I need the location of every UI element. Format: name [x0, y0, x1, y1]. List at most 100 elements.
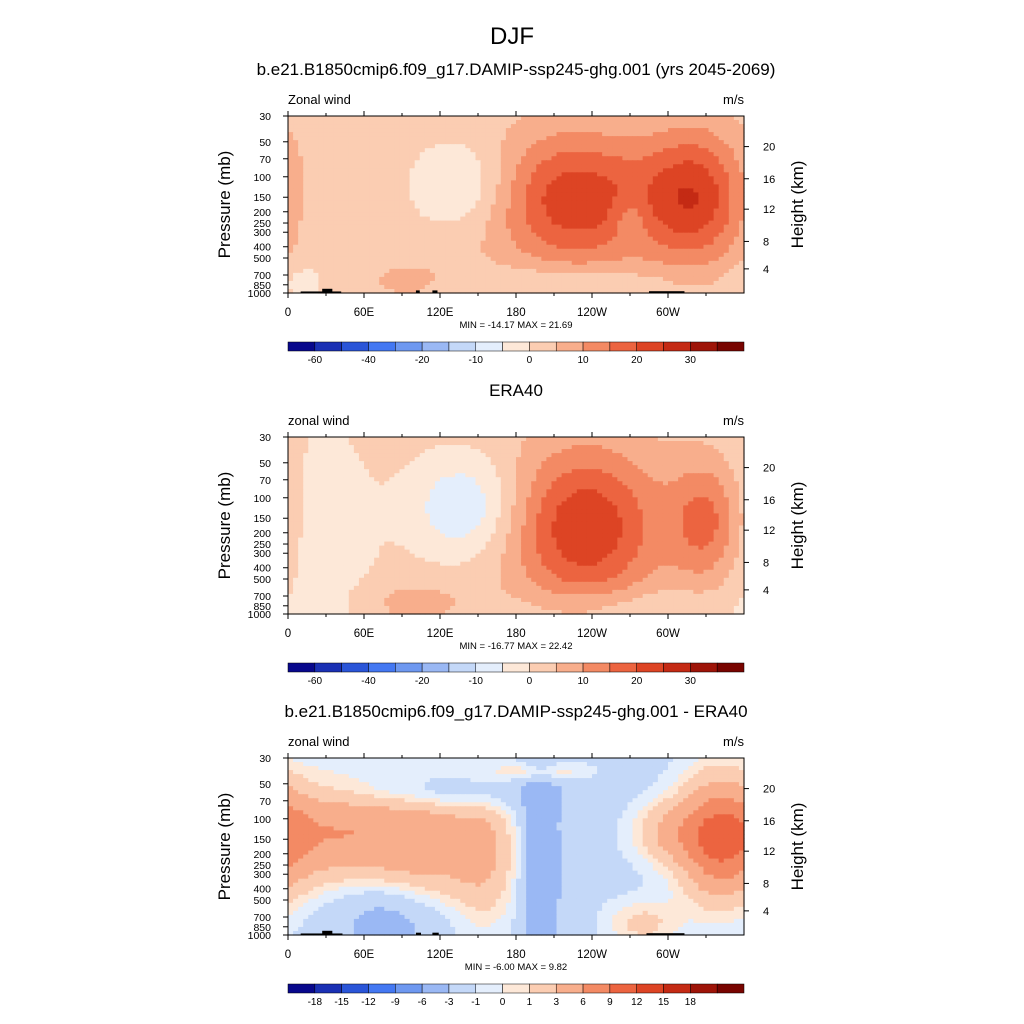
field-cell — [364, 128, 370, 133]
field-cell — [612, 184, 618, 190]
field-cell — [353, 128, 360, 133]
field-cell — [323, 172, 330, 177]
field-cell — [288, 268, 294, 274]
field-cell — [308, 248, 314, 254]
field-cell — [308, 260, 314, 266]
field-cell — [495, 124, 502, 129]
field-cell — [384, 252, 390, 258]
field-cell — [308, 128, 314, 133]
field-cell — [333, 144, 340, 149]
field-cell — [364, 224, 370, 230]
field-cell — [475, 288, 482, 294]
field-cell — [612, 120, 618, 125]
field-cell — [338, 132, 345, 137]
field-cell — [708, 264, 715, 270]
field-cell — [328, 128, 335, 133]
field-cell — [713, 260, 720, 266]
field-cell — [424, 276, 431, 282]
field-cell — [703, 152, 710, 157]
field-cell — [480, 264, 487, 270]
field-cell — [480, 232, 487, 238]
field-cell — [313, 180, 319, 185]
field-cell — [323, 160, 330, 165]
field-cell — [475, 124, 482, 129]
field-cell — [683, 457, 689, 462]
field-cell — [318, 236, 325, 242]
field-cell — [728, 280, 735, 286]
field-cell — [414, 473, 421, 478]
field-cell — [358, 477, 365, 482]
field-cell — [566, 473, 573, 478]
field-cell — [703, 260, 710, 266]
field-cell — [440, 465, 446, 470]
field-cell — [313, 148, 319, 153]
field-cell — [485, 228, 492, 234]
field-cell — [592, 116, 598, 121]
field-cell — [673, 132, 679, 137]
field-cell — [683, 256, 689, 262]
field-cell — [369, 244, 375, 250]
field-cell — [490, 276, 497, 282]
field-cell — [546, 224, 553, 230]
field-cell — [561, 445, 568, 450]
field-cell — [586, 208, 593, 214]
field-cell — [698, 208, 705, 214]
field-cell — [556, 172, 563, 177]
field-cell — [617, 288, 623, 294]
field-cell — [379, 240, 385, 246]
field-cell — [627, 156, 634, 161]
field-cell — [338, 128, 345, 133]
field-cell — [693, 465, 699, 470]
field-cell — [404, 248, 411, 254]
field-cell — [678, 260, 684, 266]
field-cell — [480, 216, 487, 222]
field-cell — [379, 469, 385, 474]
field-cell — [505, 156, 512, 161]
field-cell — [303, 140, 309, 145]
topography-block — [649, 291, 685, 293]
field-cell — [364, 140, 370, 145]
field-cell — [460, 284, 466, 290]
field-cell — [531, 272, 537, 278]
field-cell — [581, 120, 588, 125]
field-cell — [434, 160, 441, 165]
field-cell — [673, 140, 679, 145]
field-cell — [592, 228, 598, 234]
field-cell — [298, 196, 304, 202]
field-cell — [475, 276, 482, 282]
field-cell — [546, 457, 553, 462]
field-cell — [348, 461, 355, 466]
field-cell — [713, 120, 720, 125]
field-cell — [592, 449, 598, 454]
field-cell — [404, 477, 411, 482]
field-cell — [612, 232, 618, 238]
field-cell — [698, 244, 705, 250]
field-cell — [632, 244, 639, 250]
field-cell — [602, 220, 608, 226]
field-cell — [556, 276, 563, 282]
field-cell — [374, 172, 380, 177]
field-cell — [358, 164, 365, 169]
field-cell — [566, 196, 573, 202]
field-cell — [308, 124, 314, 129]
field-cell — [561, 220, 568, 226]
field-cell — [693, 172, 699, 177]
field-cell — [561, 156, 568, 161]
field-cell — [379, 473, 385, 478]
field-cell — [379, 280, 385, 286]
field-cell — [510, 457, 517, 462]
field-cell — [485, 204, 492, 210]
field-cell — [510, 264, 517, 270]
field-cell — [642, 152, 649, 157]
field-cell — [308, 208, 314, 214]
field-cell — [541, 268, 547, 274]
field-cell — [551, 276, 558, 282]
field-cell — [698, 148, 705, 153]
field-cell — [713, 469, 720, 474]
field-cell — [510, 152, 517, 157]
field-cell — [738, 136, 745, 141]
field-cell — [465, 124, 471, 129]
field-cell — [419, 453, 426, 458]
field-cell — [358, 148, 365, 153]
field-cell — [551, 288, 558, 294]
